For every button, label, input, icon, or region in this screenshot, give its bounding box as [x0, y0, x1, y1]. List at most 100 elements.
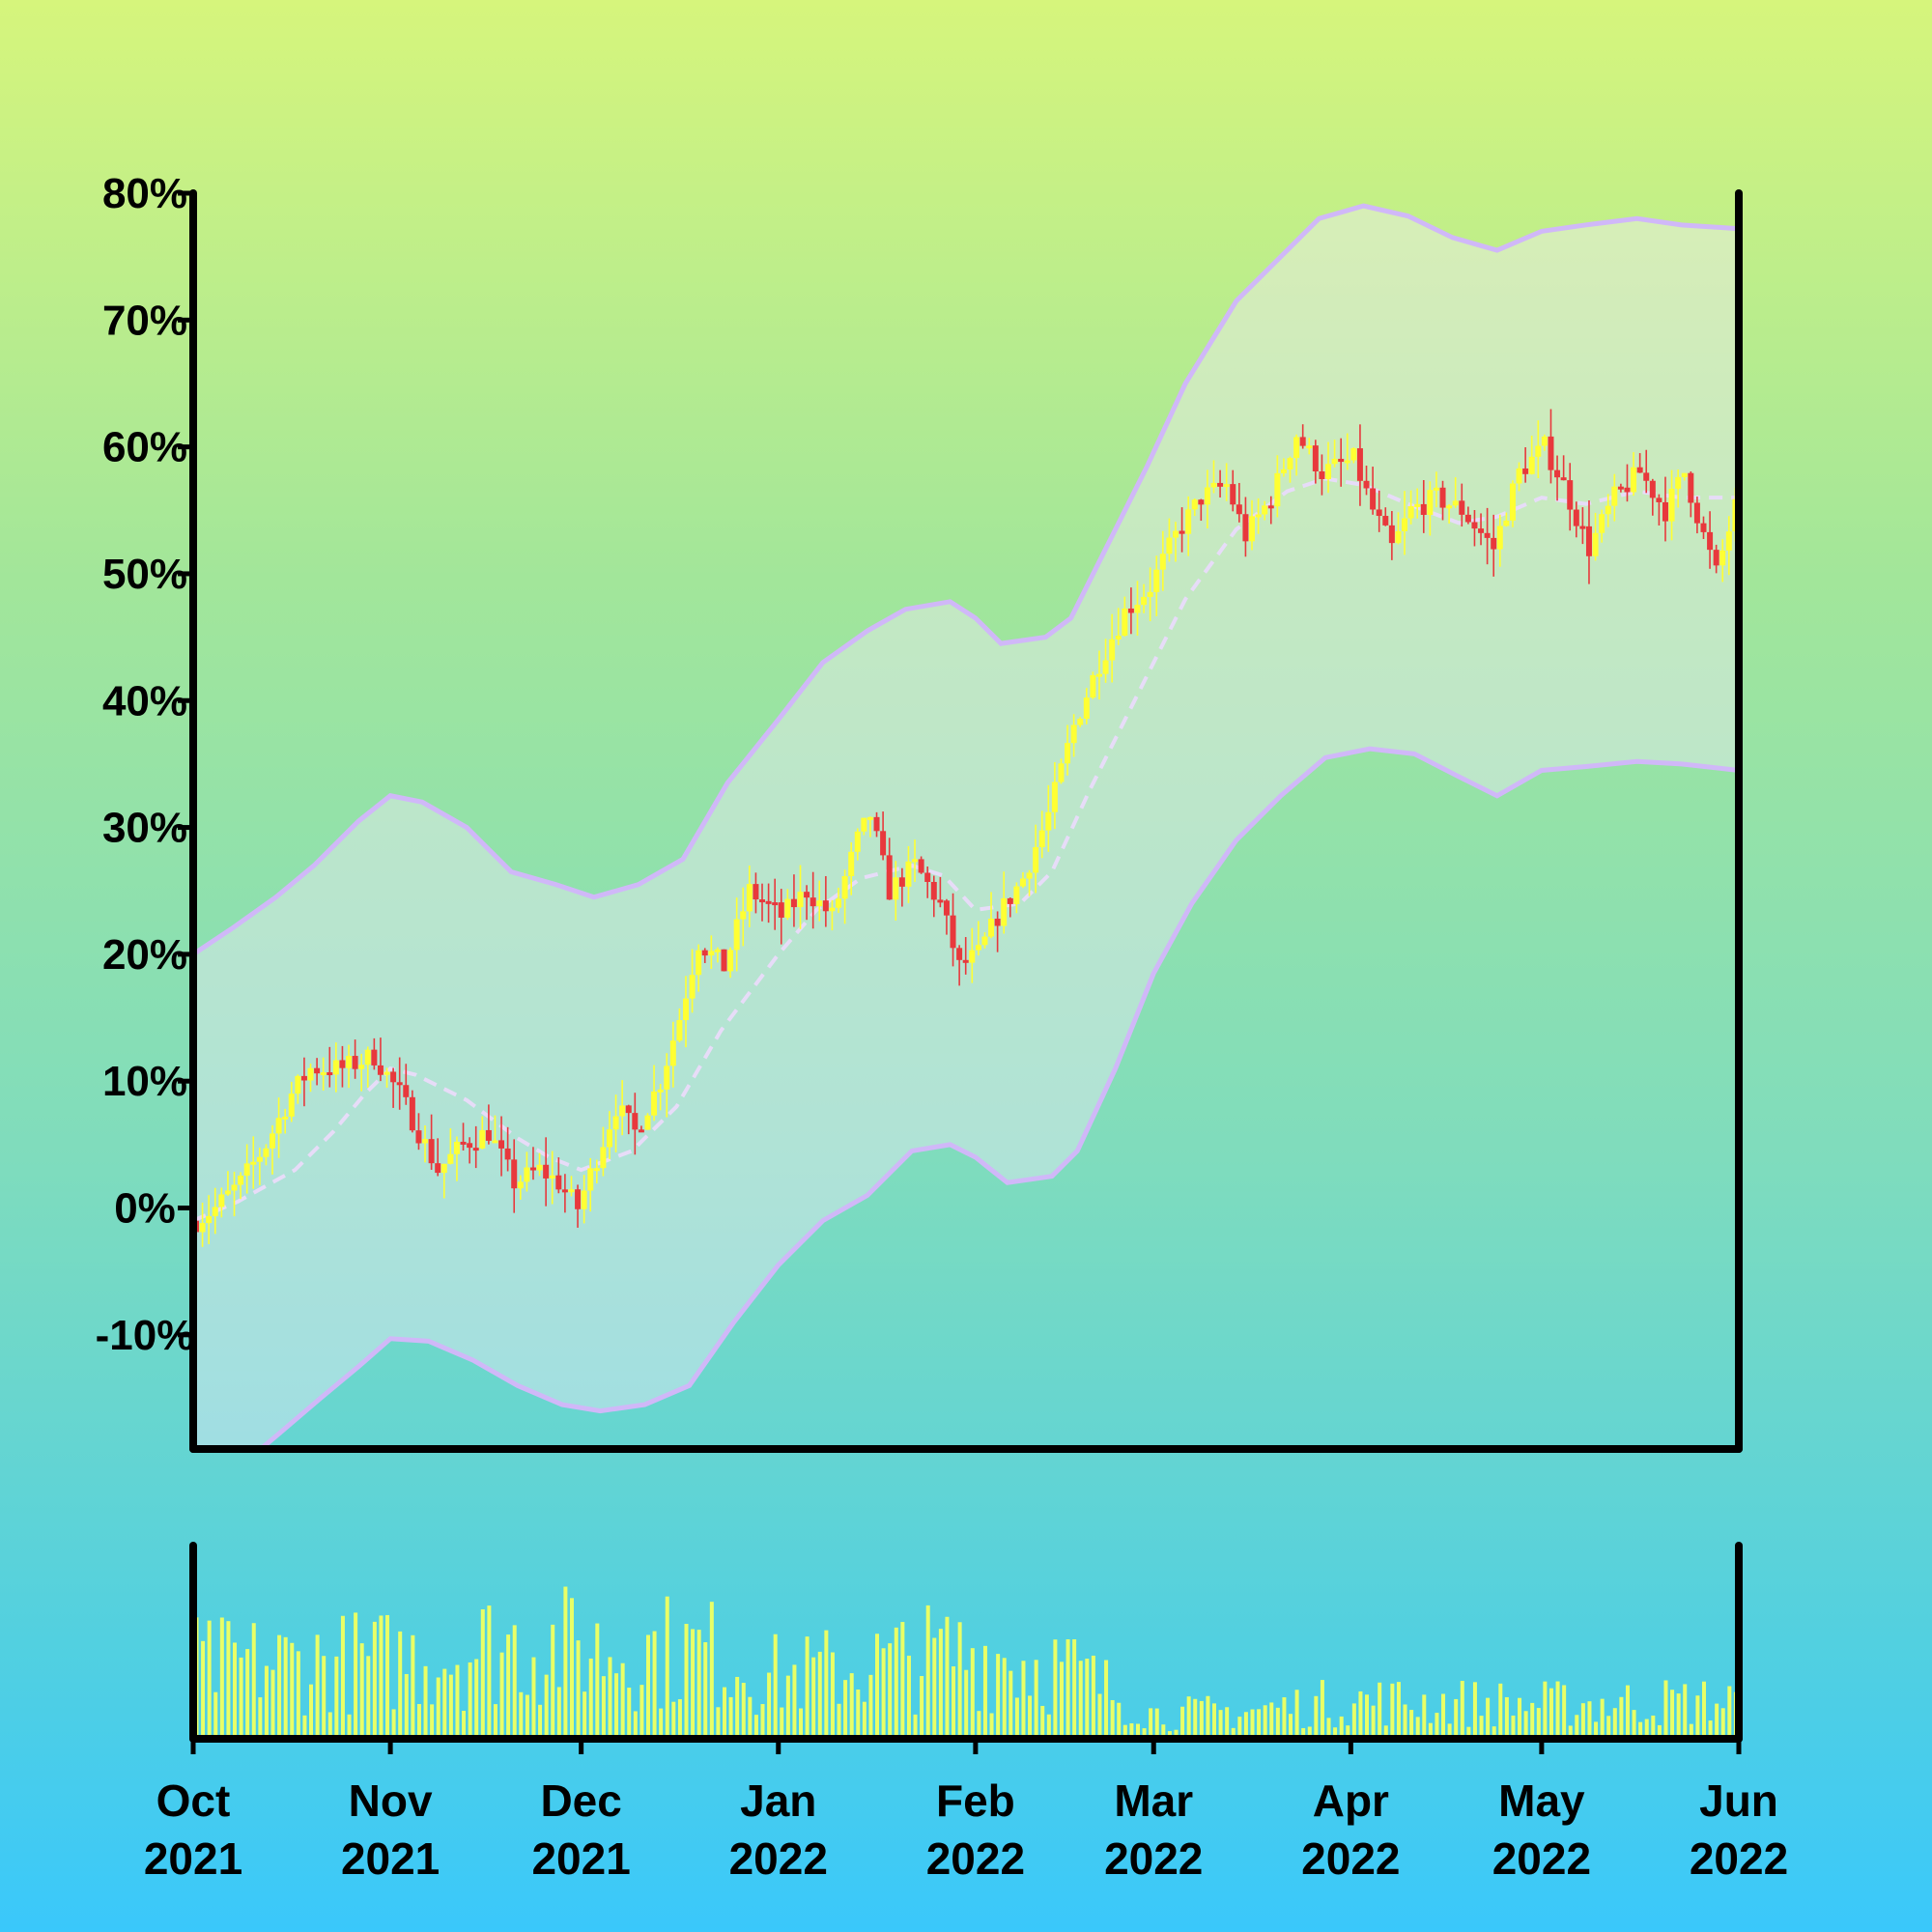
candle — [1700, 516, 1707, 539]
volume-bar — [525, 1694, 529, 1739]
volume-bar — [462, 1711, 467, 1739]
candle — [912, 839, 919, 882]
volume-bar — [639, 1685, 644, 1739]
volume-bar — [1518, 1697, 1522, 1739]
volume-bar — [767, 1672, 772, 1739]
volume-bar — [1028, 1695, 1033, 1739]
volume-bar — [1339, 1716, 1344, 1739]
upper-band-line — [193, 203, 1739, 956]
volume-bar — [888, 1643, 893, 1739]
candle — [1356, 424, 1363, 506]
volume-bar — [996, 1654, 1001, 1739]
candle — [1236, 482, 1242, 523]
volume-bar — [837, 1703, 841, 1739]
candle — [504, 1126, 511, 1172]
volume-bar — [1161, 1724, 1166, 1739]
band-layer — [193, 203, 1739, 1449]
candle — [243, 1144, 250, 1194]
volume-bar — [817, 1651, 822, 1739]
x-tick-month: Oct — [156, 1776, 231, 1826]
candle — [632, 1093, 639, 1155]
volume-bar — [359, 1643, 364, 1739]
candle — [396, 1057, 403, 1110]
volume-bar — [1403, 1704, 1407, 1739]
volume-bar — [219, 1617, 224, 1739]
candle — [403, 1064, 410, 1105]
candle — [1382, 507, 1389, 526]
candle — [498, 1116, 505, 1177]
volume-bar — [201, 1640, 206, 1739]
candle — [256, 1148, 263, 1185]
x-tick-year: 2022 — [926, 1833, 1025, 1884]
candle — [988, 892, 995, 939]
candle — [994, 911, 1001, 952]
candle — [288, 1081, 295, 1122]
volume-bar — [1378, 1682, 1382, 1739]
candle — [422, 1125, 429, 1163]
candle — [836, 887, 842, 914]
candles-layer — [193, 409, 1739, 1247]
volume-bar — [1365, 1694, 1370, 1739]
candle — [1095, 650, 1102, 700]
x-tick-year: 2022 — [1301, 1833, 1400, 1884]
volume-bar — [569, 1598, 574, 1739]
volume-bar — [1695, 1695, 1700, 1739]
candle — [1681, 472, 1688, 481]
volume-bar — [799, 1708, 804, 1739]
candle — [1115, 608, 1122, 645]
volume-bar — [1097, 1693, 1102, 1739]
volume-bar — [347, 1714, 352, 1739]
candle — [937, 876, 944, 908]
candle — [1516, 462, 1522, 492]
volume-bar — [270, 1669, 275, 1739]
candle — [696, 944, 702, 992]
volume-bar — [398, 1631, 403, 1739]
candle — [1331, 440, 1338, 468]
volume-bar — [1110, 1699, 1115, 1739]
x-tick-month: Jun — [1699, 1776, 1778, 1826]
candle — [1585, 499, 1592, 584]
volume-bar — [207, 1620, 212, 1739]
candle — [390, 1067, 397, 1108]
volume-bar — [1333, 1727, 1338, 1739]
volume-bar — [264, 1665, 269, 1739]
volume-bar — [1186, 1696, 1191, 1739]
volume-bar — [1441, 1693, 1446, 1739]
candle — [1452, 477, 1459, 508]
x-tick-year: 2022 — [1104, 1833, 1203, 1884]
volume-bar — [608, 1657, 612, 1739]
volume-bar — [1383, 1725, 1388, 1739]
candle — [873, 811, 880, 838]
candle — [377, 1037, 384, 1082]
candle — [657, 1084, 664, 1111]
candle — [371, 1037, 378, 1070]
candle — [1459, 483, 1465, 527]
volume-bar — [1619, 1696, 1624, 1739]
volume-bar — [480, 1608, 485, 1739]
candle — [1210, 460, 1217, 494]
candle — [1134, 581, 1141, 637]
candle — [797, 865, 804, 929]
candle — [638, 1125, 644, 1133]
volume-bar — [302, 1715, 307, 1739]
candle — [778, 889, 784, 945]
candle — [1274, 455, 1281, 518]
volume-bar — [468, 1662, 472, 1739]
candle — [1624, 464, 1631, 502]
candle — [880, 811, 887, 861]
volume-bar — [1600, 1698, 1605, 1739]
volume-bar — [1250, 1709, 1255, 1739]
volume-bar — [436, 1677, 440, 1739]
volume-bar — [322, 1656, 327, 1739]
volume-bar — [487, 1605, 492, 1739]
y-tick-label: 70% — [102, 297, 187, 344]
volume-bar — [1314, 1695, 1319, 1739]
candle — [759, 883, 766, 922]
candle — [612, 1094, 619, 1152]
volume-bar — [780, 1707, 784, 1739]
candle — [1065, 724, 1071, 776]
candle — [765, 883, 772, 923]
volume-bar — [1193, 1698, 1198, 1739]
candle — [1643, 449, 1650, 494]
volume-bar — [1594, 1721, 1599, 1739]
